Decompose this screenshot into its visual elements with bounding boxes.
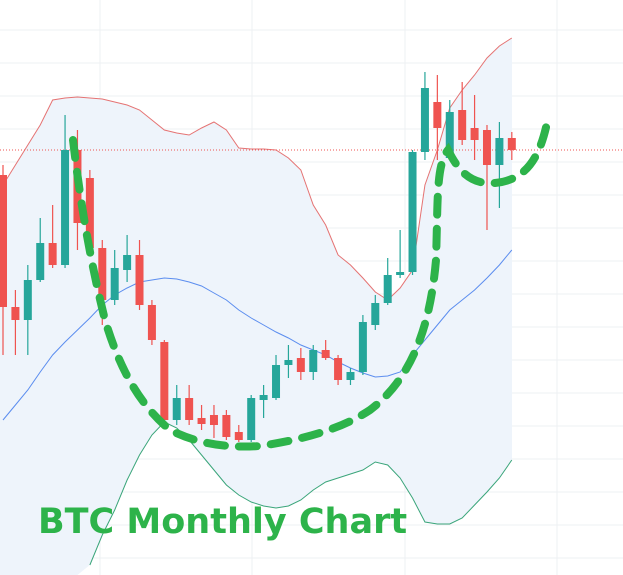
candle-body <box>383 275 392 303</box>
candle-body <box>321 350 330 358</box>
candle-body <box>296 358 305 372</box>
candle-body <box>135 255 144 305</box>
candle-body <box>408 152 417 272</box>
candle-body <box>507 138 516 150</box>
candle-body <box>36 243 45 280</box>
candle-body <box>346 372 355 380</box>
candle-body <box>396 272 405 275</box>
candle-body <box>11 307 20 320</box>
candle-body <box>123 255 132 270</box>
candle-body <box>371 303 380 325</box>
cup-annotation <box>69 114 552 451</box>
candle-body <box>185 398 194 420</box>
candle-body <box>0 175 7 307</box>
candle-body <box>23 280 32 320</box>
band <box>0 37 623 575</box>
band-fill <box>0 38 512 575</box>
band-line <box>2 249 513 421</box>
candle-body <box>61 150 70 265</box>
candle-body <box>209 415 218 425</box>
candle-body <box>172 398 181 420</box>
candle-body <box>458 110 467 140</box>
candle-body <box>197 418 206 424</box>
candle-body <box>160 342 169 420</box>
candle-body <box>247 398 256 440</box>
candle-body <box>420 88 429 152</box>
candle-body <box>234 432 243 440</box>
candle-body <box>358 322 367 372</box>
candle-body <box>98 248 107 300</box>
candle-body <box>85 178 94 248</box>
candle-body <box>48 243 57 265</box>
candle-body <box>433 102 442 128</box>
candle-body <box>110 268 119 300</box>
candle-body <box>445 112 454 158</box>
candle-body <box>495 138 504 165</box>
candle-body <box>470 128 479 140</box>
candle-body <box>334 358 343 380</box>
candle-body <box>309 350 318 372</box>
chart-title: BTC Monthly Chart <box>38 502 407 542</box>
candle-body <box>222 415 231 437</box>
candle-body <box>284 360 293 365</box>
band-line <box>2 37 513 301</box>
candle-body <box>482 130 491 165</box>
candle-body <box>259 395 268 400</box>
candle-body <box>272 365 281 398</box>
candle-body <box>147 305 156 340</box>
